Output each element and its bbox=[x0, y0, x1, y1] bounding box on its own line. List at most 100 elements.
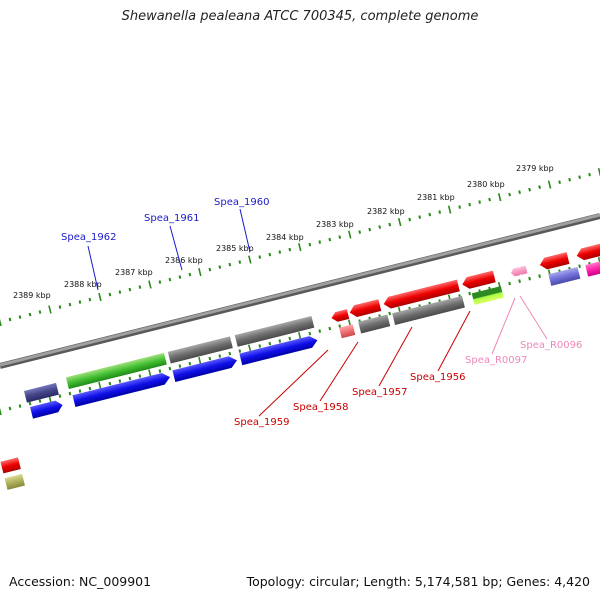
ruler-minor-tick bbox=[88, 297, 92, 302]
ruler-minor-tick bbox=[418, 215, 422, 219]
gene-arrow-icon[interactable] bbox=[517, 265, 528, 276]
ruler-major-tick bbox=[0, 318, 2, 327]
ruler-minor-tick bbox=[178, 275, 182, 279]
topology-value: circular bbox=[309, 574, 356, 589]
gene-arrow-icon[interactable] bbox=[382, 279, 460, 310]
ruler-minor-tick bbox=[58, 394, 62, 398]
ruler-minor-tick bbox=[78, 389, 82, 393]
accession-label: Accession: bbox=[9, 574, 76, 589]
ruler-minor-tick bbox=[278, 339, 282, 343]
ruler-minor-tick bbox=[118, 379, 122, 383]
ruler-minor-tick bbox=[408, 217, 412, 222]
ruler-major-tick bbox=[0, 407, 2, 416]
tick-label: 2387 kbp bbox=[115, 268, 153, 277]
ruler-major-tick bbox=[547, 180, 552, 189]
ruler-minor-tick bbox=[28, 401, 32, 406]
gene-arrow-icon[interactable] bbox=[348, 299, 382, 318]
gene-feature[interactable] bbox=[234, 315, 315, 347]
tick-label: 2386 kbp bbox=[165, 256, 203, 265]
ruler-minor-tick bbox=[578, 175, 581, 179]
map-title: Shewanella pealeana ATCC 700345, complet… bbox=[121, 9, 479, 24]
ruler-major-tick bbox=[98, 292, 102, 302]
ruler-minor-tick bbox=[38, 399, 42, 403]
gene-feature[interactable] bbox=[24, 382, 59, 403]
gene-arrow-icon[interactable] bbox=[72, 371, 172, 407]
gene-labels-bottom: Spea_1959 Spea_1958 Spea_1957 Spea_1956 … bbox=[234, 295, 582, 428]
ruler-minor-tick bbox=[528, 187, 531, 192]
tick-label: 2383 kbp bbox=[316, 220, 354, 229]
ruler-minor-tick bbox=[488, 197, 491, 202]
ruler-minor-tick bbox=[68, 302, 72, 307]
ruler-minor-tick bbox=[18, 315, 22, 319]
gene-label-spea-1962[interactable]: Spea_1962 bbox=[61, 232, 116, 243]
ruler-top bbox=[0, 168, 600, 327]
ruler-minor-tick bbox=[118, 290, 122, 294]
gene-arrow-icon[interactable] bbox=[239, 334, 319, 366]
genome-backbone bbox=[0, 213, 600, 369]
gene-arrow-icon[interactable] bbox=[461, 270, 496, 291]
ruler-minor-tick bbox=[318, 329, 322, 333]
gene-feature[interactable] bbox=[548, 266, 581, 286]
ruler-minor-tick bbox=[128, 287, 132, 292]
gene-label-spea-r0097[interactable]: Spea_R0097 bbox=[465, 355, 527, 366]
tick-label: 2384 kbp bbox=[266, 233, 304, 242]
gene-arrow-icon[interactable] bbox=[30, 399, 64, 419]
ruler-minor-tick bbox=[538, 274, 541, 278]
tick-label: 2382 kbp bbox=[367, 207, 405, 216]
ruler-minor-tick bbox=[468, 202, 471, 207]
gene-label-spea-1960[interactable]: Spea_1960 bbox=[214, 197, 269, 208]
gene-feature[interactable] bbox=[471, 286, 504, 306]
length-label: Length: bbox=[363, 574, 411, 589]
gene-label-spea-1958[interactable]: Spea_1958 bbox=[293, 402, 348, 413]
gene-arrow-icon[interactable] bbox=[575, 234, 600, 262]
ruler-minor-tick bbox=[368, 227, 372, 232]
gene-arrow-icon[interactable] bbox=[172, 355, 238, 382]
gene-feature[interactable] bbox=[392, 295, 465, 325]
tick-label: 2388 kbp bbox=[64, 280, 102, 289]
ruler-major-tick bbox=[198, 268, 202, 277]
ruler-major-tick bbox=[497, 193, 502, 202]
ruler-minor-tick bbox=[258, 344, 262, 348]
tick-label: 2379 kbp bbox=[516, 164, 554, 173]
gene-label-spea-1956[interactable]: Spea_1956 bbox=[410, 372, 465, 383]
ruler-minor-tick bbox=[108, 292, 112, 297]
gene-feature[interactable] bbox=[358, 314, 391, 334]
gene-feature[interactable] bbox=[65, 352, 167, 389]
gene-feature[interactable] bbox=[339, 324, 356, 339]
ruler-minor-tick bbox=[458, 205, 461, 209]
gene-arrow-icon[interactable] bbox=[538, 252, 570, 271]
ruler-minor-tick bbox=[328, 326, 332, 331]
gene-feature[interactable] bbox=[0, 457, 21, 474]
gene-feature[interactable] bbox=[4, 473, 25, 490]
ruler-minor-tick bbox=[428, 212, 432, 217]
ruler-minor-tick bbox=[568, 177, 571, 182]
ruler-minor-tick bbox=[228, 262, 232, 267]
ruler-minor-tick bbox=[388, 222, 392, 227]
ruler-minor-tick bbox=[558, 180, 561, 184]
ruler-minor-tick bbox=[328, 237, 332, 242]
ruler-minor-tick bbox=[508, 281, 511, 286]
separator: ; bbox=[498, 574, 507, 589]
gene-labels-top: Spea_1962 Spea_1961 Spea_1960 bbox=[61, 197, 269, 291]
gene-label-spea-r0096[interactable]: Spea_R0096 bbox=[520, 340, 582, 351]
tick-label: 2380 kbp bbox=[467, 180, 505, 189]
ruler-minor-tick bbox=[18, 404, 22, 408]
ruler-minor-tick bbox=[308, 242, 312, 247]
ruler-minor-tick bbox=[518, 279, 521, 283]
gene-arrow-icon[interactable] bbox=[330, 309, 350, 323]
genes-value: 4,420 bbox=[554, 574, 590, 589]
ruler-minor-tick bbox=[538, 185, 541, 189]
ruler-minor-tick bbox=[78, 300, 82, 304]
ruler-major-tick bbox=[48, 305, 52, 314]
gene-label-spea-1959[interactable]: Spea_1959 bbox=[234, 417, 289, 428]
ruler-minor-tick bbox=[8, 406, 12, 411]
gene-arrow-icon[interactable] bbox=[510, 267, 521, 277]
ruler-minor-tick bbox=[168, 366, 172, 371]
gene-label-spea-1957[interactable]: Spea_1957 bbox=[352, 387, 407, 398]
gene-feature[interactable] bbox=[167, 336, 233, 364]
genome-stats: Topology: circular; Length: 5,174,581 bp… bbox=[247, 574, 590, 589]
ruler-minor-tick bbox=[508, 192, 511, 197]
ruler-minor-tick bbox=[128, 376, 132, 381]
gene-label-spea-1961[interactable]: Spea_1961 bbox=[144, 213, 199, 224]
